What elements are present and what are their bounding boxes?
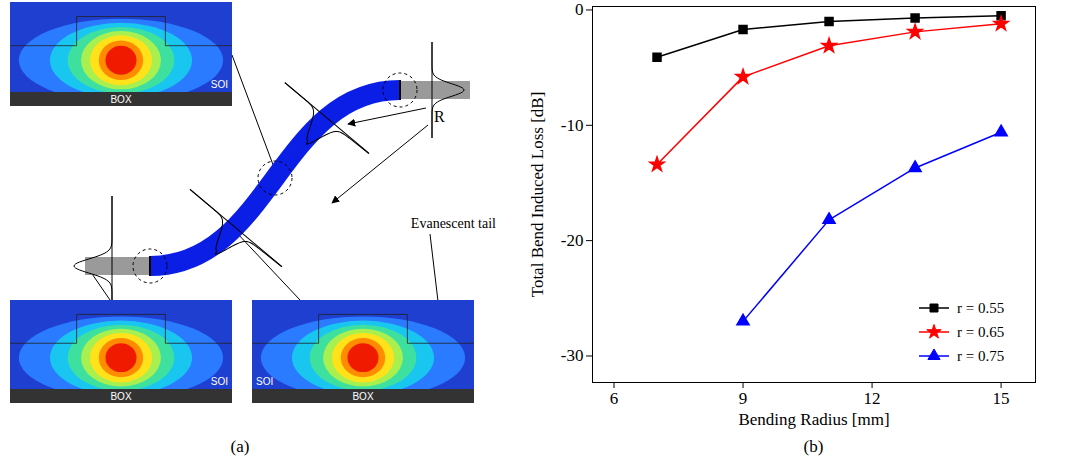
svg-text:-10: -10 bbox=[561, 116, 584, 135]
svg-text:12: 12 bbox=[864, 389, 881, 408]
svg-text:SOI: SOI bbox=[256, 376, 273, 387]
svg-text:BOX: BOX bbox=[110, 391, 131, 402]
svg-text:6: 6 bbox=[610, 389, 619, 408]
svg-text:Bending Radius [mm]: Bending Radius [mm] bbox=[738, 410, 889, 429]
svg-text:Total Bend Induced Loss [dB]: Total Bend Induced Loss [dB] bbox=[528, 92, 547, 298]
svg-text:Evanescent tail: Evanescent tail bbox=[411, 216, 496, 231]
svg-text:9: 9 bbox=[739, 389, 748, 408]
svg-text:-30: -30 bbox=[561, 346, 584, 365]
svg-text:BOX: BOX bbox=[352, 391, 373, 402]
svg-text:0: 0 bbox=[575, 0, 584, 19]
html-text:(a): (a) bbox=[230, 437, 250, 456]
html-text:(b): (b) bbox=[803, 437, 824, 456]
svg-text:SOI: SOI bbox=[211, 376, 228, 387]
svg-text:r = 0.65: r = 0.65 bbox=[957, 324, 1004, 340]
svg-text:R: R bbox=[434, 108, 445, 125]
svg-text:BOX: BOX bbox=[110, 94, 131, 105]
svg-text:r = 0.55: r = 0.55 bbox=[957, 300, 1004, 316]
svg-text:r = 0.75: r = 0.75 bbox=[957, 348, 1004, 364]
svg-text:15: 15 bbox=[993, 389, 1010, 408]
svg-text:-20: -20 bbox=[561, 231, 584, 250]
svg-text:SOI: SOI bbox=[211, 79, 228, 90]
